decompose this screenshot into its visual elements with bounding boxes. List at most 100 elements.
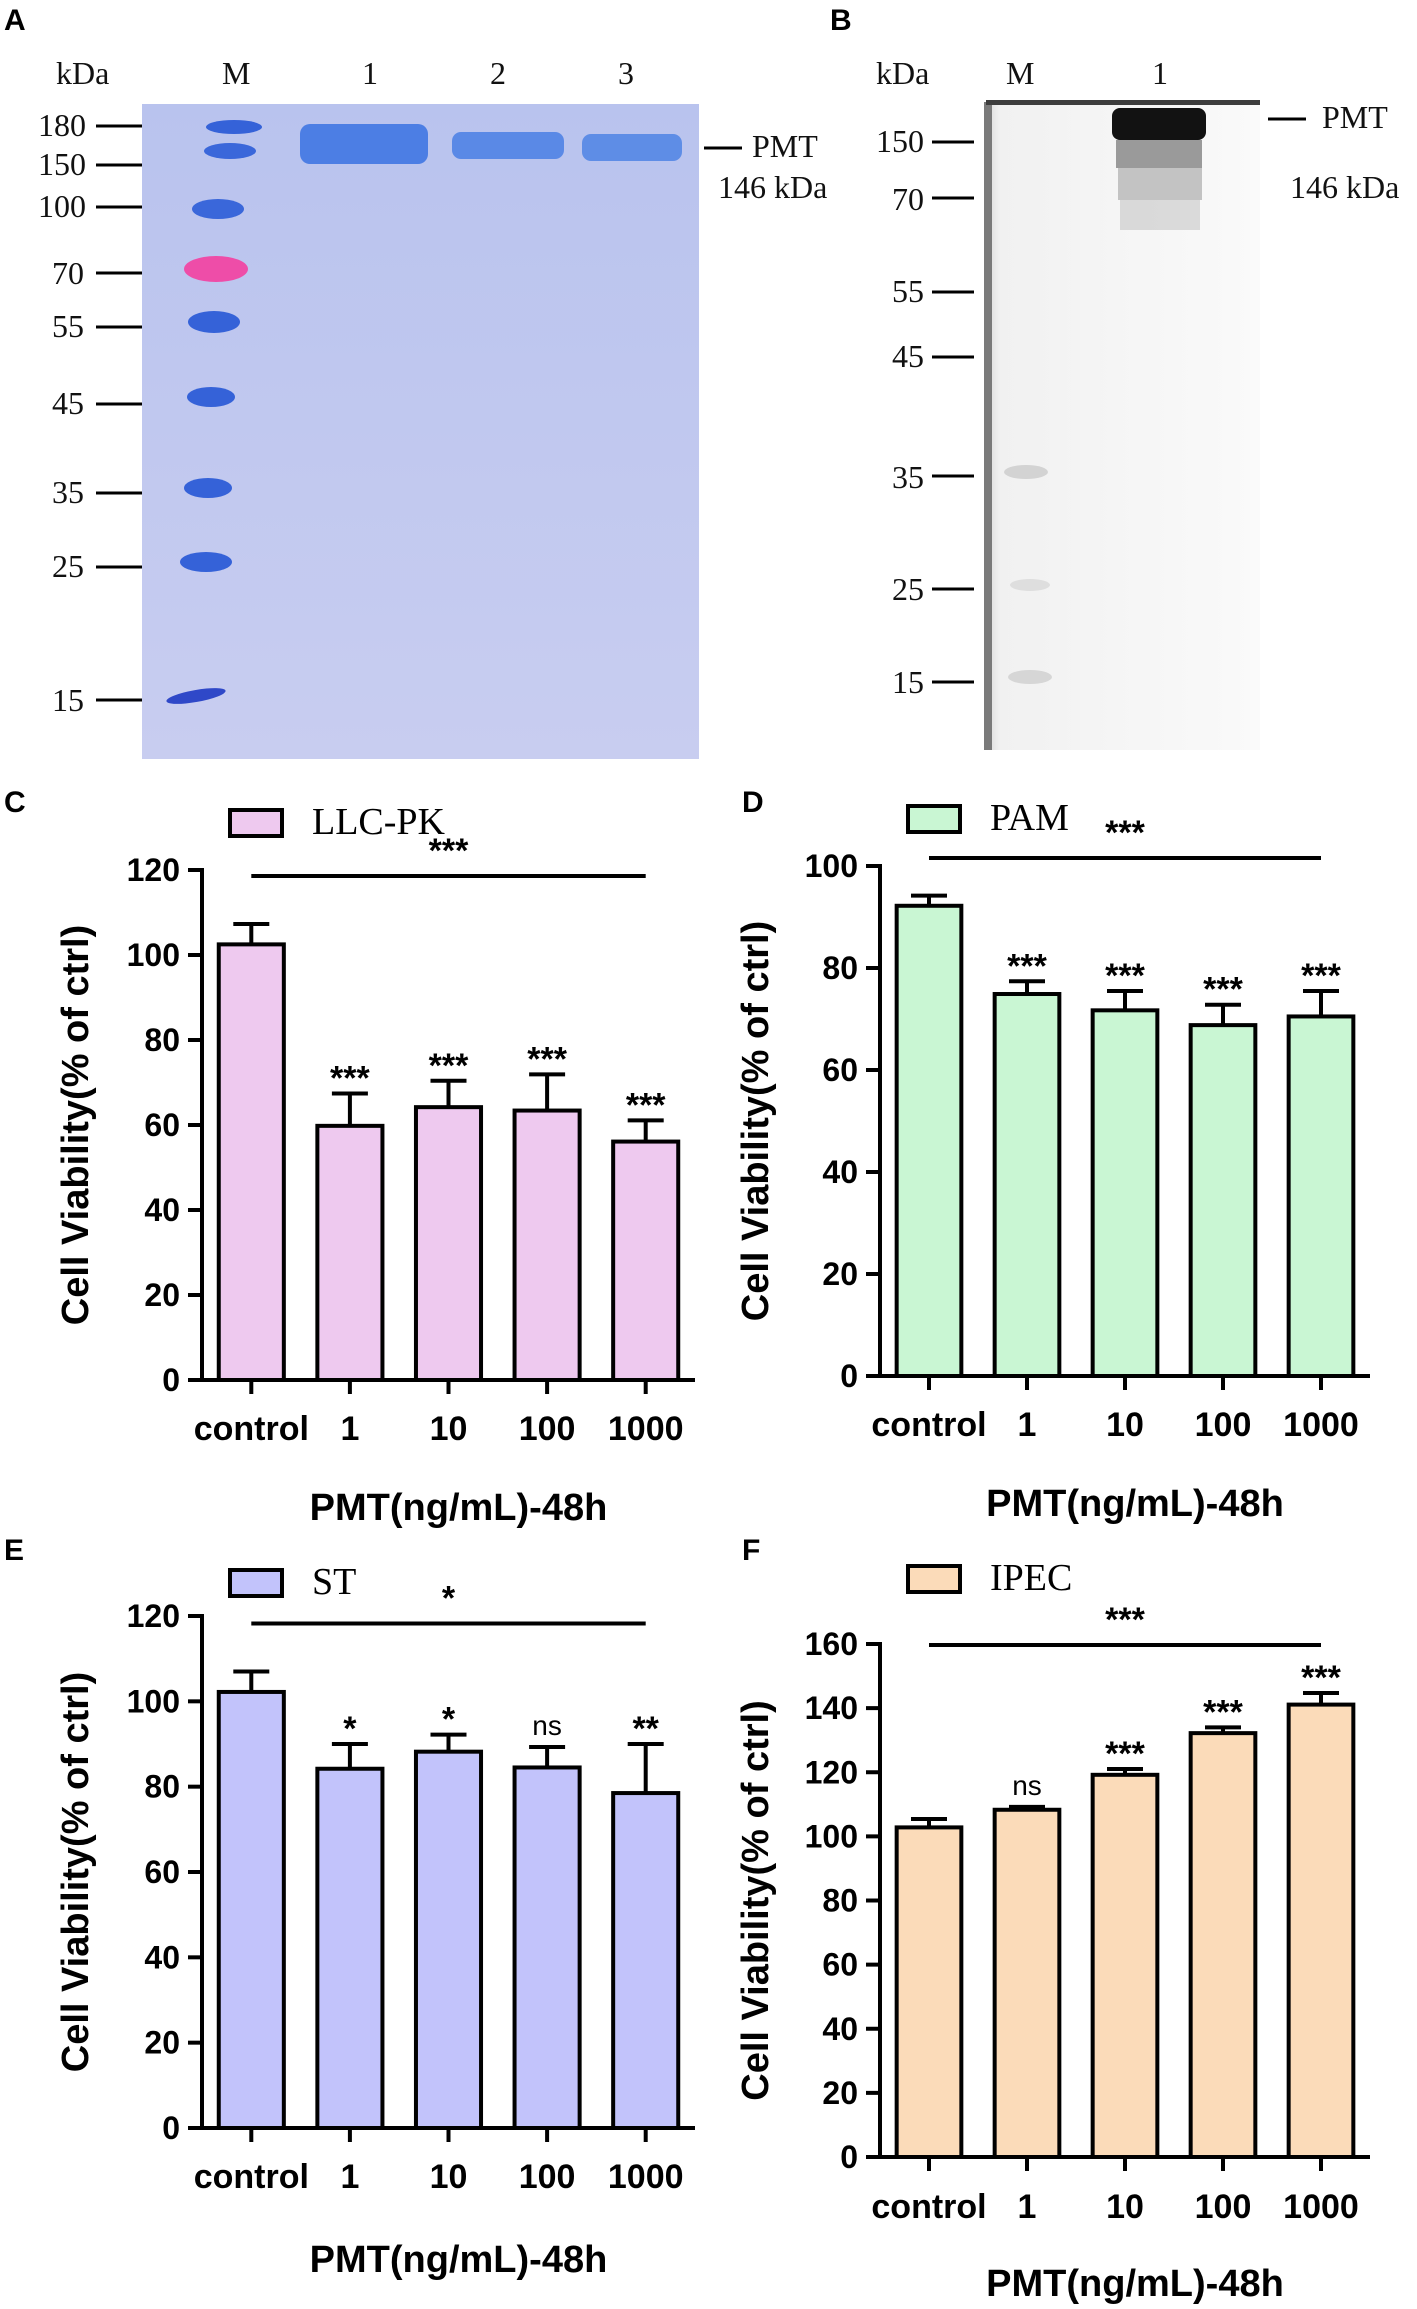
y-axis-title-f: Cell Viability(% of ctrl): [735, 1700, 777, 2100]
bar-e-100: [512, 1765, 582, 2130]
y-tick-label-f-40: 40: [822, 2011, 858, 2047]
bar-e-1: [315, 1766, 385, 2131]
y-tick-label-d-20: 20: [822, 1256, 858, 1292]
x-tick-label-f-control: control: [871, 2188, 986, 2226]
bar-f-1: [992, 1807, 1062, 2160]
gel-a-marker-band-15: [166, 688, 226, 704]
x-tick-label-d-1: 1: [1018, 1406, 1037, 1444]
y-axis-title-c: Cell Viability(% of ctrl): [55, 925, 97, 1325]
blot-b-kda-label: kDa: [876, 55, 929, 91]
gel-a-marker-band-180: [206, 120, 262, 134]
legend-swatch-d: [906, 804, 962, 834]
bar-c-control: [216, 942, 286, 1382]
blot-b-lane-1: 1: [1152, 55, 1168, 91]
gel-a-marker-label-100: 100: [38, 188, 86, 224]
y-tick-label-e-100: 100: [127, 1683, 180, 1719]
y-axis-title-d: Cell Viability(% of ctrl): [735, 921, 777, 1321]
gel-a-kda-label: kDa: [56, 55, 109, 91]
gel-panel-a: kDa M 1 2 3 180 150 100 70 55 45 35 25 1…: [38, 55, 827, 759]
bar-d-100: [1188, 1023, 1258, 1378]
overall-sig-label-c: ***: [429, 832, 469, 870]
x-tick-label-e-1000: 1000: [608, 2158, 684, 2196]
gel-a-pmt-label: PMT: [752, 128, 818, 164]
y-tick-label-d-0: 0: [840, 1358, 858, 1394]
bar-c-1: [315, 1123, 385, 1382]
gel-a-marker-band-55: [188, 311, 240, 333]
sig-label-c-1000: ***: [626, 1086, 666, 1124]
blot-b-pmt-size: 146 kDa: [1290, 169, 1399, 205]
gel-a-pmt-size: 146 kDa: [718, 169, 827, 205]
gel-a-marker-label-55: 55: [52, 308, 84, 344]
y-tick-label-f-100: 100: [805, 1818, 858, 1854]
blot-panel-b: kDa M 1 150 70 55 45 35 25 15 PMT: [876, 55, 1399, 750]
x-tick-label-f-1000: 1000: [1283, 2188, 1359, 2226]
sig-label-e-1: *: [343, 1710, 357, 1748]
x-axis-title-f: PMT(ng/mL)-48h: [986, 2263, 1284, 2305]
bar-d-1: [992, 992, 1062, 1378]
bar-c-100: [512, 1108, 582, 1383]
blot-b-marker-band-35: [1004, 465, 1048, 479]
bar-d-10: [1090, 1008, 1160, 1379]
blot-b-lane-m: M: [1006, 55, 1034, 91]
gel-a-band-lane2: [452, 132, 564, 159]
y-tick-label-c-20: 20: [144, 1277, 180, 1313]
bar-e-10: [413, 1749, 484, 2131]
bar-f-control: [894, 1825, 964, 2159]
sig-label-d-1: ***: [1007, 947, 1047, 985]
gel-a-lane-1: 1: [362, 55, 378, 91]
gel-a-marker-label-70: 70: [52, 255, 84, 291]
overall-sig-label-e: *: [442, 1579, 456, 1617]
x-tick-label-e-10: 10: [430, 2158, 468, 2196]
gel-a-marker-band-70: [184, 256, 248, 282]
y-tick-label-e-40: 40: [144, 1939, 180, 1975]
gel-a-marker-band-45: [187, 387, 235, 407]
x-tick-label-c-10: 10: [430, 1410, 468, 1448]
y-tick-label-d-40: 40: [822, 1154, 858, 1190]
x-tick-label-e-100: 100: [519, 2158, 576, 2196]
sig-label-d-100: ***: [1203, 971, 1243, 1009]
gel-a-marker-label-35: 35: [52, 474, 84, 510]
gel-a-band-lane3: [582, 134, 682, 161]
x-axis-title-e: PMT(ng/mL)-48h: [310, 2239, 608, 2281]
blot-b-smear-2: [1118, 168, 1202, 200]
bar-d-control: [894, 903, 964, 1379]
gel-a-marker-ticks: [96, 124, 142, 702]
blot-b-marker-label-55: 55: [892, 273, 924, 309]
blot-b-marker-label-45: 45: [892, 338, 924, 374]
bar-e-control: [216, 1689, 286, 2130]
x-tick-label-d-1000: 1000: [1283, 1406, 1359, 1444]
panel-label-c: C: [4, 786, 26, 819]
y-tick-label-f-120: 120: [805, 1754, 858, 1790]
bar-d-1000: [1286, 1014, 1356, 1378]
y-tick-label-c-40: 40: [144, 1192, 180, 1228]
chart-f: 0 20 40 60 80 100 120 140 160 control 1 ns 10 *** 100 *…: [735, 1557, 1370, 2305]
blot-b-marker-label-35: 35: [892, 459, 924, 495]
blot-b-pmt-label: PMT: [1322, 99, 1388, 135]
y-tick-label-e-120: 120: [127, 1598, 180, 1634]
gel-a-lane-3: 3: [618, 55, 634, 91]
x-tick-label-e-control: control: [194, 2158, 309, 2196]
legend-swatch-c: [228, 808, 284, 838]
y-tick-label-f-80: 80: [822, 1883, 858, 1919]
sig-label-d-1000: ***: [1301, 957, 1341, 995]
x-axis-title-d: PMT(ng/mL)-48h: [986, 1483, 1284, 1525]
gel-a-marker-label-150: 150: [38, 146, 86, 182]
legend-label-f: IPEC: [990, 1557, 1072, 1599]
blot-b-marker-label-15: 15: [892, 664, 924, 700]
sig-label-e-100: ns: [532, 1710, 562, 1741]
gel-a-marker-band-100: [192, 199, 244, 219]
y-tick-label-e-60: 60: [144, 1854, 180, 1890]
y-axis-title-e: Cell Viability(% of ctrl): [55, 1672, 97, 2072]
panel-label-e: E: [4, 1534, 24, 1567]
x-tick-label-c-1: 1: [340, 1410, 359, 1448]
y-tick-label-c-120: 120: [127, 852, 180, 888]
legend-swatch-e: [228, 1568, 284, 1598]
y-tick-label-e-0: 0: [162, 2110, 180, 2146]
sig-label-c-100: ***: [527, 1040, 567, 1078]
y-tick-label-c-60: 60: [144, 1107, 180, 1143]
y-tick-label-d-100: 100: [805, 848, 858, 884]
x-tick-label-d-10: 10: [1106, 1406, 1144, 1444]
y-tick-label-c-80: 80: [144, 1022, 180, 1058]
